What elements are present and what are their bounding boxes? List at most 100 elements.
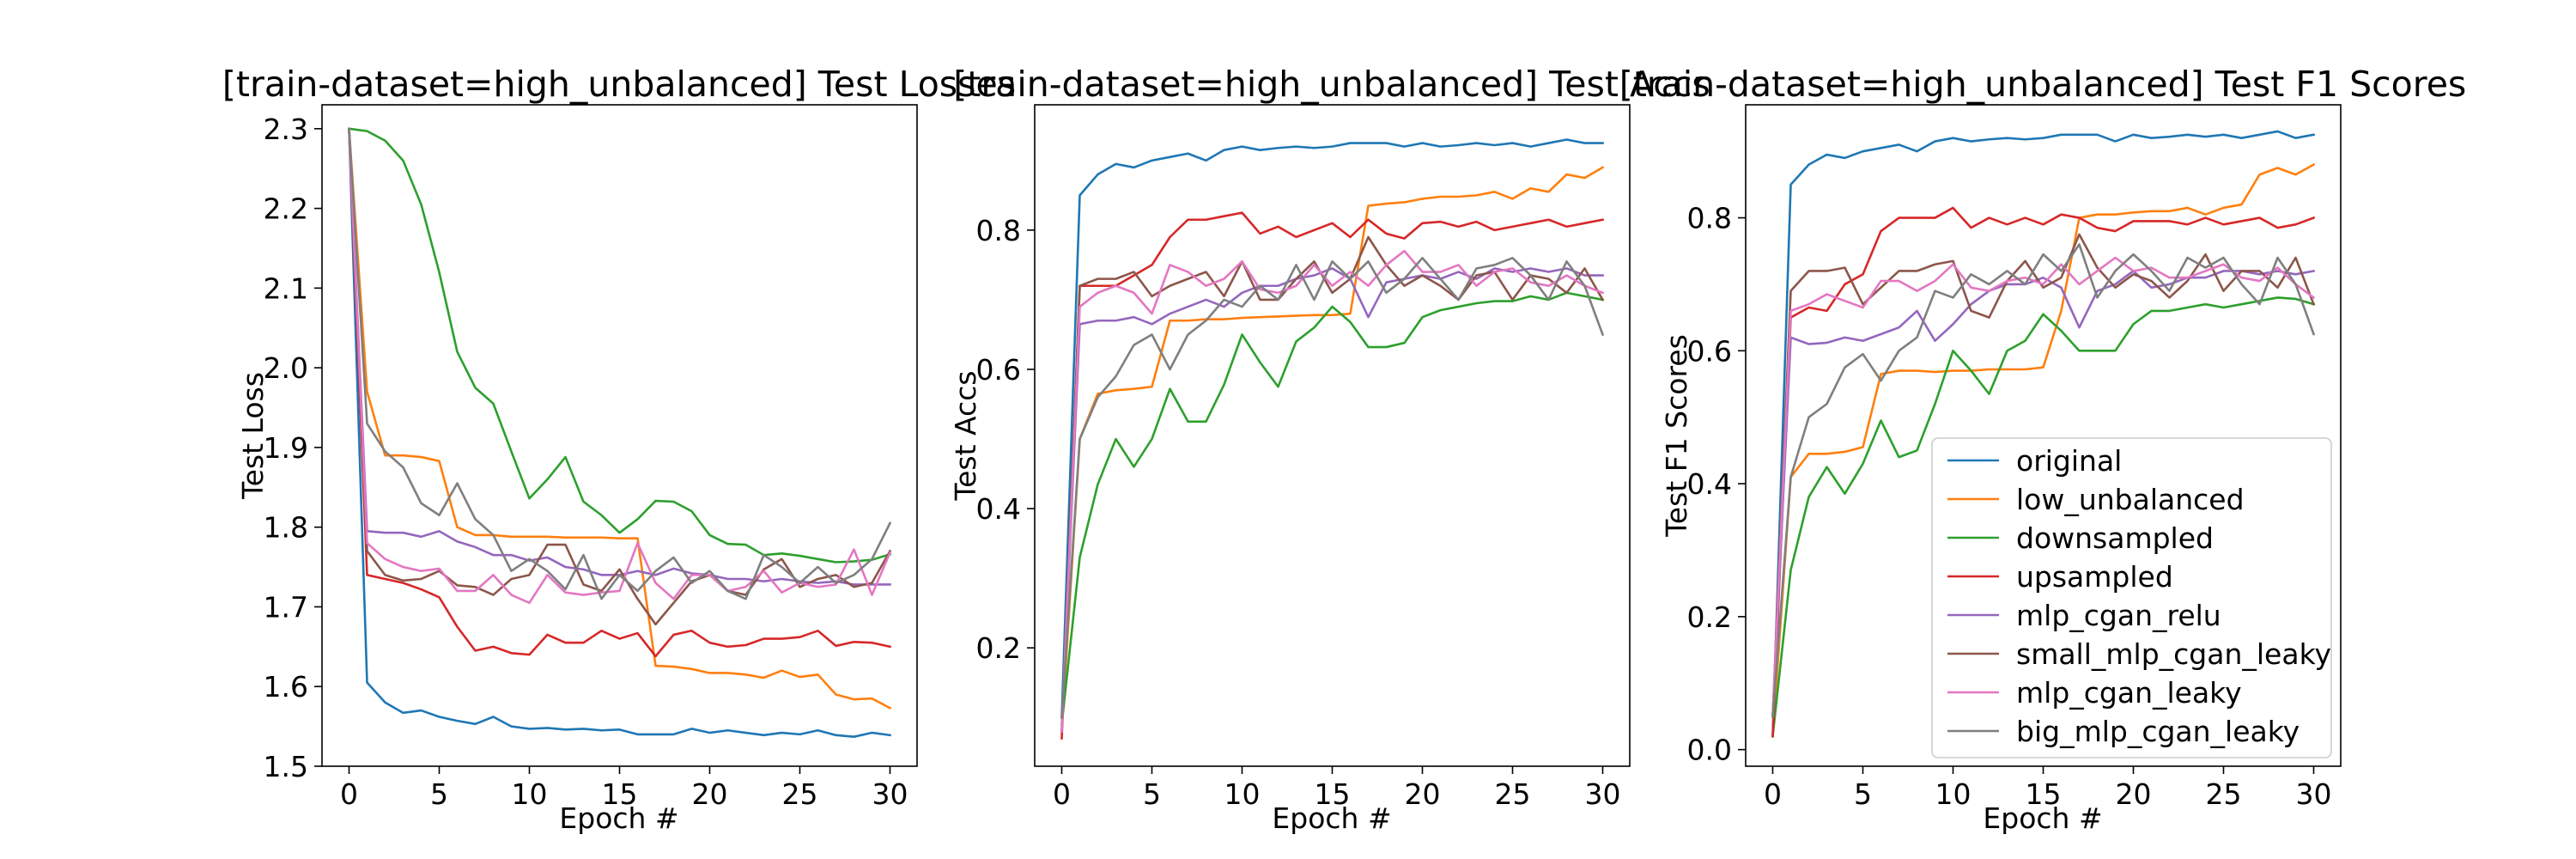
series-line-original [348,127,891,738]
legend-label: downsampled [2016,521,2214,555]
legend-item: downsampled [1947,521,2214,555]
x-tick-label: 10 [1224,777,1261,811]
y-tick-label: 0.2 [1687,600,1732,634]
series-line-downsampled [348,127,892,564]
y-tick-label: 0.6 [976,353,1021,387]
y-tick-label: 2.3 [264,113,308,146]
legend-box [1931,437,2332,758]
y-tick-label: 1.9 [264,431,308,465]
y-tick-label: 2.1 [264,271,308,305]
series-line-small-mlp-cgan-leaky [348,127,892,626]
series-line-big-mlp-cgan-leaky [348,127,892,600]
series-line-low-unbalanced [1771,162,2316,738]
y-tick-label: 1.8 [264,511,308,545]
x-tick-label: 15 [1315,777,1351,811]
x-tick-label: 30 [872,777,908,811]
legend-label: low_unbalanced [2016,483,2245,516]
legend-item: mlp_cgan_relu [1947,599,2221,632]
x-axis-label: Epoch # [1983,801,2102,835]
y-tick-label: 0.4 [976,492,1021,526]
series-line-downsampled [1060,291,1605,726]
x-axis-label: Epoch # [1272,801,1391,835]
y-tick-label: 0.8 [976,214,1021,247]
series-line-big-mlp-cgan-leaky [1771,243,2316,718]
x-tick-label: 30 [1585,777,1621,811]
legend-item: small_mlp_cgan_leaky [1947,637,2331,671]
y-axis-label: Test Accs [949,371,982,502]
series-line-downsampled [1771,296,2316,738]
y-axis: 0.0 0.2 0.4 0.6 0.8 [1687,202,1746,767]
x-axis-label: Epoch # [559,801,678,835]
chart-title: [train-dataset=high_unbalanced] Test Acc… [953,64,1710,105]
x-tick-label: 5 [1143,777,1161,811]
series-line-small-mlp-cgan-leaky [1060,235,1605,733]
series-line-small-mlp-cgan-leaky [1771,233,2316,718]
series-line-low-unbalanced [348,127,892,710]
y-tick-label: 2.2 [264,192,308,226]
legend-item: upsampled [1947,560,2173,594]
panel-test-accs: 0 5 10 15 20 25 30 0.2 0.4 0.6 0.8 [train-dataset… [949,64,1710,835]
y-axis: 1.5 1.6 1.7 1.8 1.9 2.0 2.1 2.2 2.3 [264,113,322,783]
y-axis-label: Test F1 Scores [1660,334,1693,538]
legend-label: upsampled [2016,560,2173,594]
x-tick-label: 25 [1495,777,1531,811]
chart-title: [train-dataset=high_unbalanced] Test Los… [222,64,1016,105]
x-tick-label: 0 [340,777,358,811]
series-line-low-unbalanced [1060,166,1605,733]
y-tick-label: 0.6 [1687,334,1732,368]
x-tick-label: 15 [2026,777,2062,811]
series-line-mlp-cgan-relu [1771,269,2316,718]
x-tick-label: 15 [602,777,638,811]
x-tick-label: 5 [1854,777,1872,811]
y-tick-label: 1.6 [264,670,308,704]
series-line-upsampled [348,127,892,658]
series-line-mlp-cgan-leaky [1060,249,1605,733]
x-tick-label: 0 [1053,777,1071,811]
legend-item: mlp_cgan_leaky [1947,676,2242,710]
x-tick-label: 25 [2206,777,2242,811]
y-tick-label: 0.8 [1687,202,1732,235]
y-axis-label: Test Loss [236,372,270,500]
x-tick-label: 20 [692,777,728,811]
y-tick-label: 0.0 [1687,734,1732,767]
legend-label: mlp_cgan_relu [2016,599,2221,632]
x-tick-label: 10 [512,777,548,811]
series-layer [1771,130,2316,738]
y-axis: 0.2 0.4 0.6 0.8 [976,214,1035,665]
series-line-original [1771,130,2316,738]
x-tick-label: 5 [430,777,448,811]
legend-label: original [2016,444,2122,478]
x-tick-label: 0 [1764,777,1782,811]
x-tick-label: 20 [2116,777,2152,811]
legend-item: low_unbalanced [1947,483,2245,516]
y-tick-label: 1.5 [264,750,308,783]
series-layer [348,127,892,738]
y-tick-label: 2.0 [264,351,308,385]
legend-item: original [1947,444,2122,478]
legend: original low_unbalanced downsampled upsampl… [1931,437,2332,758]
x-tick-label: 30 [2296,777,2332,811]
legend-label: big_mlp_cgan_leaky [2016,715,2300,748]
series-line-big-mlp-cgan-leaky [1060,257,1605,719]
series-line-upsampled [1060,211,1605,740]
x-axis: 0 5 10 15 20 25 30 [340,766,908,811]
panel-test-losses: 0 5 10 15 20 25 30 1.5 1.6 1.7 1.8 1.9 2.0 2.1 2.2 2.3… [222,64,1016,835]
x-axis: 0 5 10 15 20 25 30 [1053,766,1621,811]
series-layer [1060,138,1605,740]
legend-item: big_mlp_cgan_leaky [1947,715,2300,748]
x-tick-label: 10 [1935,777,1971,811]
legend-label: small_mlp_cgan_leaky [2016,637,2331,671]
series-line-upsampled [1771,206,2316,738]
series-line-mlp-cgan-relu [1060,267,1604,733]
series-line-original [1060,138,1604,719]
series-line-mlp-cgan-leaky [1771,256,2316,718]
panel-test-f1-scores: 0 5 10 15 20 25 30 0.0 0.2 0.4 0.6 0.8 [train-data… [1619,64,2467,835]
chart-title: [train-dataset=high_unbalanced] Test F1 … [1619,64,2467,105]
y-tick-label: 0.4 [1687,467,1732,501]
x-tick-label: 25 [782,777,818,811]
y-tick-label: 0.2 [976,631,1021,665]
x-tick-label: 20 [1405,777,1441,811]
legend-label: mlp_cgan_leaky [2016,676,2242,710]
x-axis: 0 5 10 15 20 25 30 [1764,766,2332,811]
